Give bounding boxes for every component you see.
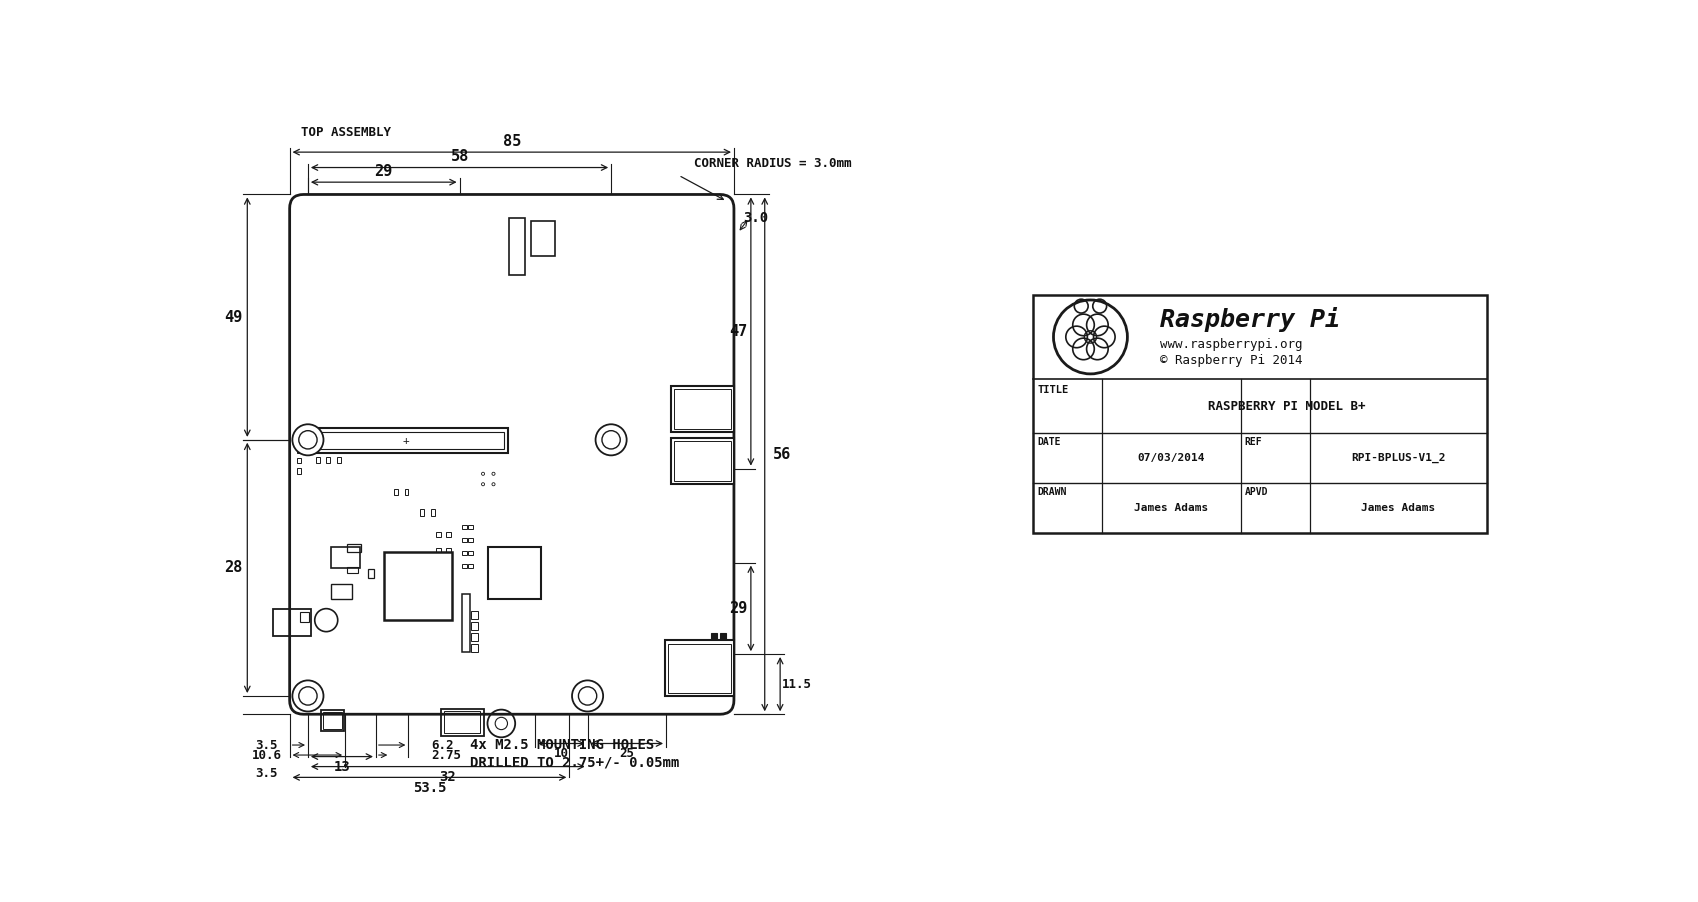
Circle shape (292, 680, 324, 712)
Bar (462, 564, 467, 568)
Text: www.raspberrypi.org: www.raspberrypi.org (1160, 338, 1302, 351)
Text: 3.0: 3.0 (744, 210, 767, 225)
Bar (331, 547, 360, 568)
Text: CORNER RADIUS = 3.0mm: CORNER RADIUS = 3.0mm (694, 157, 851, 170)
Bar (384, 552, 452, 621)
Bar (326, 457, 329, 464)
Bar (472, 612, 477, 619)
Text: 4x M2.5 MOUNTING HOLES: 4x M2.5 MOUNTING HOLES (470, 738, 654, 752)
Text: DATE: DATE (1037, 437, 1061, 447)
Circle shape (572, 680, 603, 712)
Bar (307, 432, 504, 449)
Bar (472, 622, 477, 630)
Bar (469, 551, 474, 555)
FancyBboxPatch shape (290, 195, 734, 714)
Text: 53.5: 53.5 (413, 781, 447, 796)
Text: REF: REF (1245, 437, 1262, 447)
Bar (531, 221, 555, 256)
Bar (404, 489, 409, 494)
Text: 10.6: 10.6 (251, 749, 282, 761)
Text: DRAWN: DRAWN (1037, 487, 1066, 497)
Text: 2.75: 2.75 (431, 749, 462, 761)
Bar (1032, 295, 1487, 533)
Bar (304, 428, 508, 453)
Circle shape (292, 424, 324, 456)
Text: 47: 47 (730, 324, 747, 339)
Bar (421, 510, 424, 516)
Bar (297, 447, 301, 453)
Text: Raspberry Pi: Raspberry Pi (1160, 308, 1340, 333)
Bar (469, 525, 474, 529)
Bar (462, 538, 467, 542)
Bar (447, 548, 452, 552)
Text: James Adams: James Adams (1134, 503, 1209, 513)
Bar (297, 437, 301, 442)
Bar (664, 640, 734, 696)
Bar (509, 217, 525, 275)
Bar (441, 709, 484, 736)
Text: 49: 49 (224, 309, 243, 325)
Bar (711, 633, 717, 639)
Bar (346, 545, 362, 552)
Text: 85: 85 (503, 133, 521, 149)
Bar (489, 547, 540, 599)
Bar (336, 457, 341, 464)
Bar (323, 712, 341, 729)
Text: 32: 32 (440, 770, 457, 785)
Text: 11.5: 11.5 (783, 677, 812, 691)
Bar (394, 489, 397, 494)
Bar (299, 612, 309, 622)
Bar (462, 594, 470, 651)
Circle shape (596, 424, 627, 456)
Text: 3.5: 3.5 (255, 767, 278, 780)
Text: 3.5: 3.5 (255, 739, 278, 751)
Text: 10: 10 (554, 747, 569, 760)
Bar (321, 710, 345, 732)
Text: 13: 13 (333, 760, 350, 774)
Text: 29: 29 (375, 164, 392, 179)
Text: 07/03/2014: 07/03/2014 (1138, 453, 1206, 463)
Bar (273, 609, 311, 636)
Text: 29: 29 (730, 601, 747, 616)
Bar (469, 564, 474, 568)
Text: 25: 25 (620, 747, 635, 760)
Text: RASPBERRY PI MODEL B+: RASPBERRY PI MODEL B+ (1207, 400, 1365, 413)
Text: TOP ASSEMBLY: TOP ASSEMBLY (301, 126, 391, 140)
Bar (720, 633, 727, 639)
Bar (667, 643, 730, 693)
Bar (674, 389, 730, 428)
Text: TITLE: TITLE (1037, 384, 1068, 395)
Bar (316, 457, 319, 464)
Bar (674, 441, 730, 481)
Bar (472, 644, 477, 651)
Text: RPI-BPLUS-V1_2: RPI-BPLUS-V1_2 (1352, 453, 1445, 463)
Bar (297, 468, 301, 474)
Bar (462, 551, 467, 555)
Bar (368, 569, 374, 578)
Text: James Adams: James Adams (1362, 503, 1435, 513)
Text: 6.2: 6.2 (431, 739, 453, 751)
Bar (671, 386, 734, 432)
Bar (469, 538, 474, 542)
Text: DRILLED TO 2.75+/- 0.05mm: DRILLED TO 2.75+/- 0.05mm (470, 756, 679, 769)
Bar (462, 525, 467, 529)
Bar (436, 548, 440, 552)
Bar (346, 567, 358, 573)
Bar (447, 532, 452, 537)
Bar (671, 438, 734, 484)
Bar (436, 532, 440, 537)
Bar (445, 711, 481, 733)
Text: © Raspberry Pi 2014: © Raspberry Pi 2014 (1160, 354, 1302, 366)
Bar (331, 584, 353, 599)
Bar (297, 458, 301, 464)
Text: 58: 58 (450, 149, 469, 164)
Text: 28: 28 (224, 560, 243, 575)
Bar (431, 510, 435, 516)
Text: +: + (402, 436, 409, 446)
Text: APVD: APVD (1245, 487, 1268, 497)
Text: 56: 56 (773, 446, 791, 462)
Bar (472, 633, 477, 640)
